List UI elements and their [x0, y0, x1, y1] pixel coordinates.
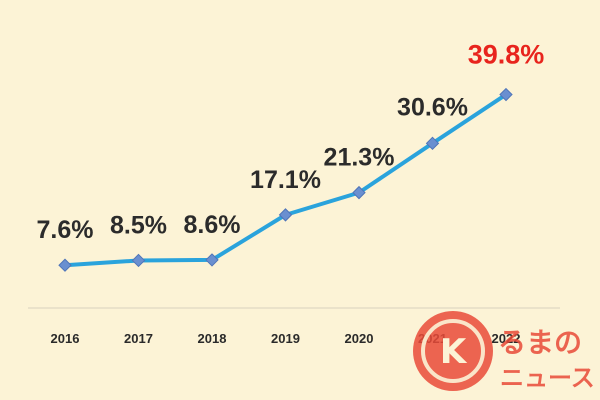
series-markers [58, 87, 513, 272]
data-point-marker [499, 87, 513, 102]
logo-text-line2: ニュース [500, 364, 595, 392]
data-label: 7.6% [37, 216, 94, 244]
data-label: 30.6% [397, 93, 468, 121]
x-tick-label: 2019 [271, 331, 300, 346]
logo-letter: K [440, 332, 468, 372]
data-point-marker [425, 136, 440, 151]
x-tick-label: 2022 [492, 331, 521, 346]
data-point-marker [58, 258, 72, 272]
data-point-marker [278, 208, 293, 222]
data-label: 17.1% [250, 166, 321, 194]
data-point-marker [131, 253, 146, 268]
x-tick-label: 2018 [198, 331, 227, 346]
data-label: 8.6% [184, 211, 241, 239]
data-labels: 7.6% 8.5% 8.6% 17.1%21.3%30.6%39.8% [37, 40, 545, 245]
x-tick-label: 2017 [124, 331, 153, 346]
x-tick-label: 2016 [51, 331, 80, 346]
data-point-marker [205, 253, 219, 267]
x-tick-label: 2020 [345, 331, 374, 346]
data-point-marker [352, 185, 366, 200]
logo-text-line1: るまの [498, 326, 582, 359]
data-label: 8.5% [110, 211, 167, 239]
data-label: 21.3% [324, 144, 395, 172]
data-label: 39.8% [468, 40, 545, 70]
logo-ring [421, 319, 485, 383]
kuruma-news-logo: K るまの ニュース [413, 311, 595, 392]
